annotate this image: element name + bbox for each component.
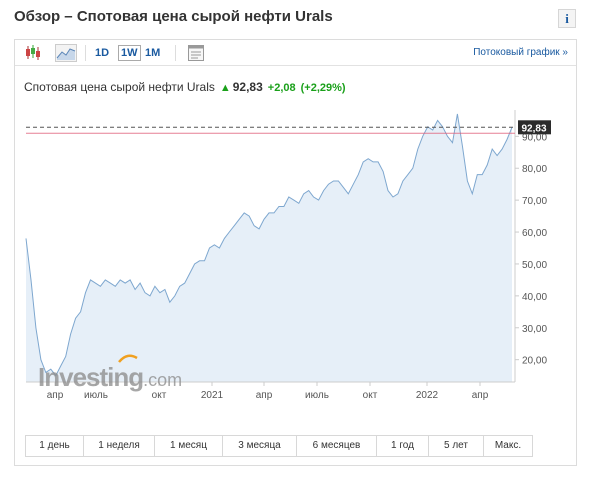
x-tick-label: апр <box>47 390 64 401</box>
x-tick-label: июль <box>305 390 329 401</box>
range-6-months-button[interactable]: 6 месяцев <box>297 436 377 456</box>
instrument-name: Спотовая цена сырой нефти Urals <box>24 80 215 94</box>
x-tick-label: апр <box>472 390 489 401</box>
x-tick-label: окт <box>152 390 167 401</box>
range-3-months-button[interactable]: 3 месяца <box>223 436 297 456</box>
chart-area <box>26 114 512 382</box>
y-tick-label: 50,00 <box>522 260 547 271</box>
interval-1d-button[interactable]: 1D <box>95 47 110 59</box>
y-tick-label: 40,00 <box>522 292 547 303</box>
time-range-selector: 1 день 1 неделя 1 месяц 3 месяца 6 месяц… <box>25 435 533 457</box>
up-arrow-icon: ▲ <box>219 82 231 94</box>
info-icon[interactable]: i <box>558 9 576 28</box>
interval-1w-button[interactable]: 1W <box>118 45 141 61</box>
y-tick-label: 90,00 <box>522 132 547 143</box>
candlestick-chart-icon[interactable] <box>23 43 43 62</box>
range-max-button[interactable]: Макс. <box>484 436 532 456</box>
y-tick-label: 30,00 <box>522 324 547 335</box>
x-tick-label: июль <box>84 390 108 401</box>
investing-logo-watermark: Investing.com <box>38 362 182 392</box>
investing-logo-swoosh <box>118 354 138 363</box>
y-tick-label: 60,00 <box>522 228 547 239</box>
quote-header: Спотовая цена сырой нефти Urals ▲ 92,83 +2,… <box>24 80 346 94</box>
x-tick-label: 2021 <box>201 390 224 401</box>
chart-widget: 1D 1W 1M Потоковый график » Спотовая цен… <box>14 39 577 466</box>
range-1-year-button[interactable]: 1 год <box>377 436 429 456</box>
range-1-week-button[interactable]: 1 неделя <box>84 436 155 456</box>
last-price-label: 92,83 <box>521 123 546 134</box>
x-tick-label: окт <box>363 390 378 401</box>
range-1-day-button[interactable]: 1 день <box>26 436 84 456</box>
x-tick-label: апр <box>256 390 273 401</box>
streaming-chart-link[interactable]: Потоковый график » <box>473 47 568 58</box>
chart-series-line <box>25 113 513 377</box>
page-title: Обзор – Спотовая цена сырой нефти Urals <box>14 8 333 25</box>
chart-toolbar: 1D 1W 1M Потоковый график » <box>15 40 576 66</box>
area-chart-icon[interactable] <box>55 44 77 62</box>
last-price-badge <box>518 120 551 135</box>
range-5-years-button[interactable]: 5 лет <box>429 436 484 456</box>
last-price: 92,83 <box>232 80 263 94</box>
toolbar-divider <box>85 45 86 61</box>
price-change-percent: (+2,29%) <box>300 82 346 94</box>
y-tick-label: 70,00 <box>522 196 547 207</box>
toolbar-divider <box>175 45 176 61</box>
y-tick-label: 80,00 <box>522 164 547 175</box>
y-tick-label: 20,00 <box>522 356 547 367</box>
interval-1m-button[interactable]: 1M <box>145 47 161 59</box>
x-tick-label: 2022 <box>416 390 439 401</box>
range-1-month-button[interactable]: 1 месяц <box>155 436 223 456</box>
price-change: +2,08 <box>267 82 296 94</box>
chart-settings-icon[interactable] <box>187 44 205 62</box>
price-chart[interactable]: 20,00 30,00 40,00 50,00 60,00 70,00 80,00 90,00… <box>15 40 576 432</box>
